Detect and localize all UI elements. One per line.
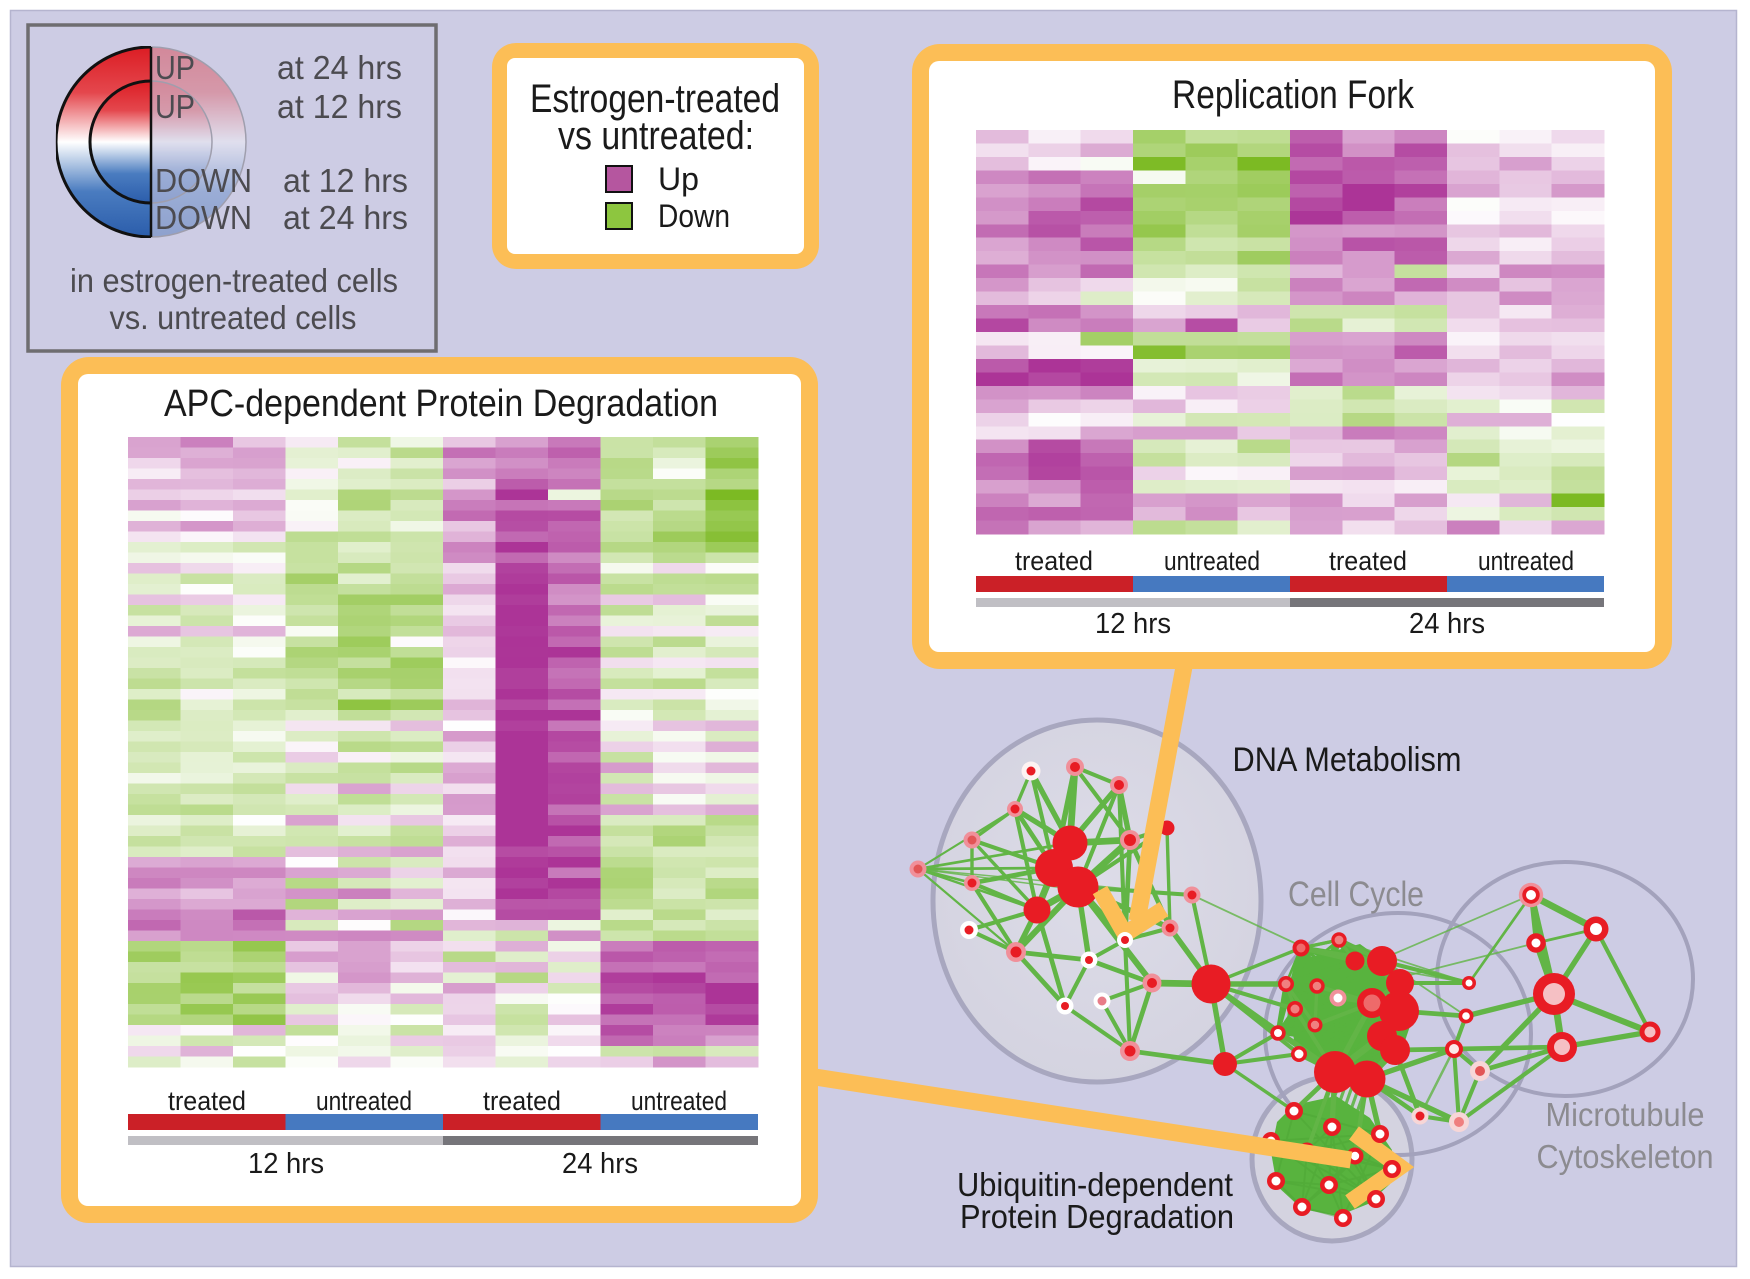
svg-text:at 24 hrs: at 24 hrs xyxy=(277,49,402,86)
svg-text:Estrogen-treated: Estrogen-treated xyxy=(530,77,780,121)
svg-text:Replication Fork: Replication Fork xyxy=(1172,73,1415,117)
svg-text:untreated: untreated xyxy=(631,1086,727,1116)
svg-text:UP: UP xyxy=(155,88,195,125)
svg-text:vs. untreated cells: vs. untreated cells xyxy=(110,299,357,336)
svg-text:Microtubule: Microtubule xyxy=(1546,1096,1705,1133)
svg-text:24 hrs: 24 hrs xyxy=(562,1148,638,1180)
svg-text:treated: treated xyxy=(1015,546,1093,576)
svg-text:untreated: untreated xyxy=(1164,546,1260,576)
svg-text:Cell Cycle: Cell Cycle xyxy=(1288,875,1424,914)
svg-text:untreated: untreated xyxy=(316,1086,412,1116)
svg-text:Protein Degradation: Protein Degradation xyxy=(960,1198,1234,1235)
svg-text:DOWN: DOWN xyxy=(155,162,252,199)
svg-text:12 hrs: 12 hrs xyxy=(248,1148,324,1180)
svg-text:in estrogen-treated cells: in estrogen-treated cells xyxy=(70,262,398,299)
svg-text:treated: treated xyxy=(1329,546,1407,576)
svg-text:Cytoskeleton: Cytoskeleton xyxy=(1537,1138,1714,1175)
svg-text:treated: treated xyxy=(483,1086,561,1116)
svg-text:DOWN: DOWN xyxy=(155,199,252,236)
svg-text:DNA Metabolism: DNA Metabolism xyxy=(1233,741,1462,779)
svg-text:UP: UP xyxy=(155,49,195,86)
svg-text:at 12 hrs: at 12 hrs xyxy=(283,162,408,199)
svg-text:Down: Down xyxy=(658,198,730,234)
svg-text:Ubiquitin-dependent: Ubiquitin-dependent xyxy=(957,1166,1233,1203)
svg-text:treated: treated xyxy=(168,1086,246,1116)
svg-text:Up: Up xyxy=(658,161,699,197)
svg-text:untreated: untreated xyxy=(1478,546,1574,576)
svg-text:vs untreated:: vs untreated: xyxy=(558,114,754,158)
svg-text:12 hrs: 12 hrs xyxy=(1095,608,1171,640)
svg-text:APC-dependent Protein Degradat: APC-dependent Protein Degradation xyxy=(164,383,718,425)
svg-text:24 hrs: 24 hrs xyxy=(1409,608,1485,640)
svg-text:at 24 hrs: at 24 hrs xyxy=(283,199,408,236)
svg-text:at 12 hrs: at 12 hrs xyxy=(277,88,402,125)
